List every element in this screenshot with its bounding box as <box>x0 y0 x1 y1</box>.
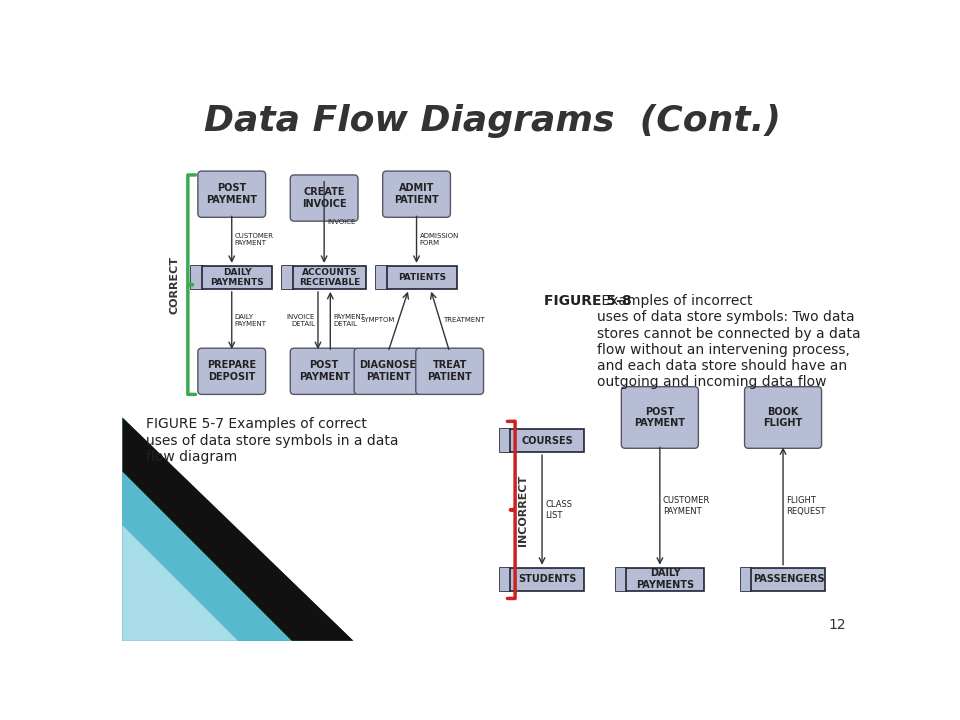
Text: DAILY
PAYMENT: DAILY PAYMENT <box>235 314 267 327</box>
Bar <box>741 567 826 590</box>
Text: CUSTOMER
PAYMENT: CUSTOMER PAYMENT <box>235 233 274 246</box>
Bar <box>191 266 203 289</box>
Text: POST
PAYMENT: POST PAYMENT <box>299 361 349 382</box>
Bar <box>282 266 293 289</box>
FancyBboxPatch shape <box>198 171 266 217</box>
Text: 12: 12 <box>828 618 846 631</box>
Text: POST
PAYMENT: POST PAYMENT <box>206 184 257 205</box>
Text: Examples of incorrect
uses of data store symbols: Two data
stores cannot be conn: Examples of incorrect uses of data store… <box>597 294 860 390</box>
Bar <box>500 429 585 452</box>
Text: SYMPTOM: SYMPTOM <box>361 318 396 323</box>
Text: COURSES: COURSES <box>521 436 573 446</box>
Polygon shape <box>123 418 353 641</box>
Bar <box>282 266 367 289</box>
Text: DAILY
PAYMENTS: DAILY PAYMENTS <box>210 268 264 287</box>
Bar <box>741 567 752 590</box>
Text: PAYMENT
DETAIL: PAYMENT DETAIL <box>333 314 366 327</box>
Bar <box>500 567 585 590</box>
Text: INVOICE: INVOICE <box>327 220 355 225</box>
Text: ADMISSION
FORM: ADMISSION FORM <box>420 233 459 246</box>
Text: TREAT
PATIENT: TREAT PATIENT <box>427 361 472 382</box>
Text: FLIGHT
REQUEST: FLIGHT REQUEST <box>786 496 826 516</box>
Bar <box>615 567 704 590</box>
Text: CORRECT: CORRECT <box>170 256 180 314</box>
Text: PREPARE
DEPOSIT: PREPARE DEPOSIT <box>207 361 256 382</box>
FancyBboxPatch shape <box>354 348 422 395</box>
Text: DIAGNOSE
PATIENT: DIAGNOSE PATIENT <box>359 361 417 382</box>
FancyBboxPatch shape <box>416 348 484 395</box>
Bar <box>191 266 273 289</box>
Text: TREATMENT: TREATMENT <box>444 318 485 323</box>
Polygon shape <box>123 472 292 641</box>
FancyBboxPatch shape <box>383 171 450 217</box>
Text: PATIENTS: PATIENTS <box>397 273 446 282</box>
Text: DAILY
PAYMENTS: DAILY PAYMENTS <box>636 568 694 590</box>
Text: INCORRECT: INCORRECT <box>517 474 528 546</box>
Bar <box>376 266 387 289</box>
Text: Data Flow Diagrams  (Cont.): Data Flow Diagrams (Cont.) <box>204 104 780 138</box>
FancyBboxPatch shape <box>198 348 266 395</box>
Polygon shape <box>123 526 238 641</box>
Text: FIGURE 5-8: FIGURE 5-8 <box>544 294 632 308</box>
Text: BOOK
FLIGHT: BOOK FLIGHT <box>763 407 803 428</box>
Text: PASSENGERS: PASSENGERS <box>753 574 825 584</box>
FancyBboxPatch shape <box>290 175 358 221</box>
Text: CLASS
LIST: CLASS LIST <box>545 500 572 520</box>
Bar <box>376 266 457 289</box>
Text: POST
PAYMENT: POST PAYMENT <box>635 407 685 428</box>
FancyBboxPatch shape <box>290 348 358 395</box>
Bar <box>500 429 511 452</box>
Text: STUDENTS: STUDENTS <box>518 574 577 584</box>
Text: CREATE
INVOICE: CREATE INVOICE <box>301 187 347 209</box>
FancyBboxPatch shape <box>745 387 822 449</box>
Text: FIGURE 5-7 Examples of correct
uses of data store symbols in a data
flow diagram: FIGURE 5-7 Examples of correct uses of d… <box>146 418 398 464</box>
Bar <box>615 567 626 590</box>
Text: ADMIT
PATIENT: ADMIT PATIENT <box>395 184 439 205</box>
Polygon shape <box>123 418 353 641</box>
Bar <box>500 567 511 590</box>
Text: INVOICE
DETAIL: INVOICE DETAIL <box>286 314 315 327</box>
Text: CUSTOMER
PAYMENT: CUSTOMER PAYMENT <box>663 496 710 516</box>
FancyBboxPatch shape <box>621 387 698 449</box>
Text: ACCOUNTS
RECEIVABLE: ACCOUNTS RECEIVABLE <box>299 268 360 287</box>
